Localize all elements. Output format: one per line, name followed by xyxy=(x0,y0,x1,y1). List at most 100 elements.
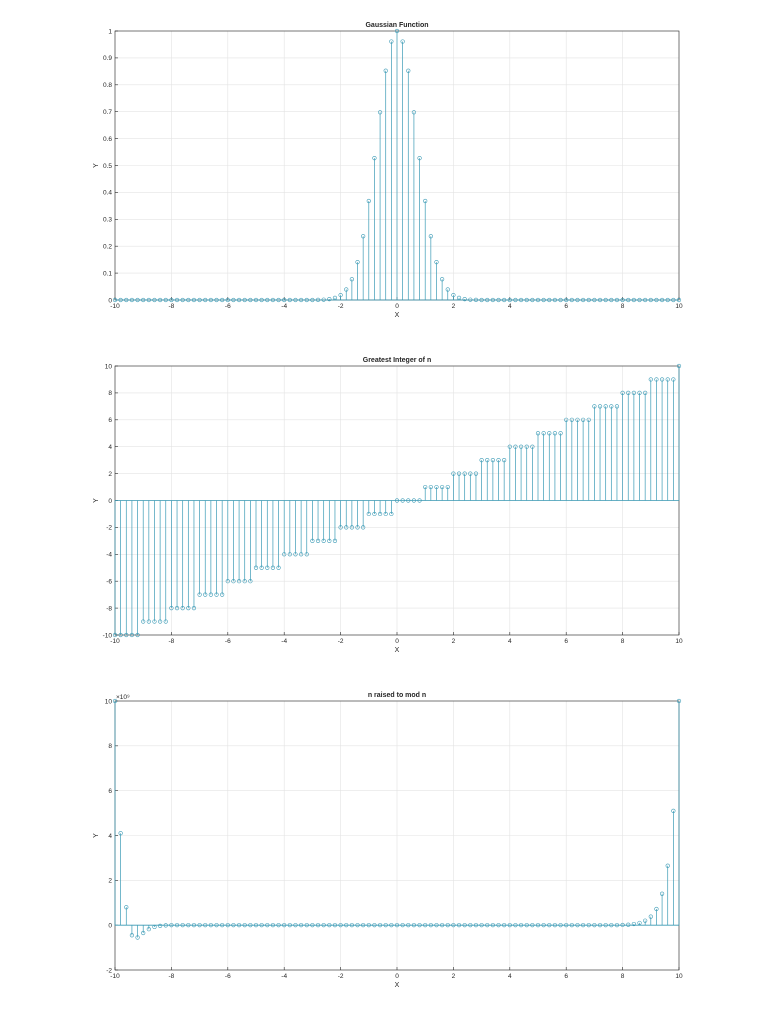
stem-marker xyxy=(564,297,569,303)
stem-marker xyxy=(654,297,659,303)
stem-marker xyxy=(338,292,343,298)
stem-marker xyxy=(513,444,518,449)
stem-marker xyxy=(552,431,558,436)
stem-marker xyxy=(665,377,670,382)
stem-marker xyxy=(473,471,479,476)
stem-marker xyxy=(169,923,174,928)
stem-marker xyxy=(349,923,354,928)
stem-marker xyxy=(411,923,417,928)
stem-marker xyxy=(270,565,276,570)
y-tick-label: -2 xyxy=(106,525,112,532)
stem-marker xyxy=(293,552,298,557)
x-tick-label: 10 xyxy=(675,303,683,310)
stem-marker xyxy=(564,417,569,422)
stem-marker xyxy=(270,923,276,928)
stem-marker xyxy=(654,906,659,912)
y-axis-label: Y xyxy=(93,498,100,503)
stem-marker xyxy=(631,921,636,927)
x-tick-label: 8 xyxy=(621,973,625,980)
stem-marker xyxy=(231,579,236,584)
stem-marker xyxy=(208,297,213,303)
stem-marker xyxy=(174,923,180,928)
stem-marker xyxy=(332,295,338,300)
stem-marker xyxy=(603,923,608,928)
stem-marker xyxy=(265,923,270,928)
stem-marker xyxy=(603,297,608,303)
y-tick-label: 0 xyxy=(108,922,112,929)
stem-marker xyxy=(485,458,490,463)
stem-marker xyxy=(597,404,603,409)
stem-marker xyxy=(361,923,366,928)
stem-marker xyxy=(197,297,202,303)
y-tick-label: 0.4 xyxy=(103,190,112,197)
stem-marker xyxy=(389,39,394,44)
stem-marker xyxy=(146,927,151,932)
x-tick-label: -8 xyxy=(169,638,175,645)
stem-marker xyxy=(479,297,484,303)
stem-marker xyxy=(659,891,665,896)
stem-marker xyxy=(191,606,197,611)
stem-marker xyxy=(214,297,219,303)
stem-marker xyxy=(377,923,383,928)
stem-marker xyxy=(141,619,146,624)
stem-marker xyxy=(592,297,597,303)
stem-marker xyxy=(400,923,405,928)
stem-marker xyxy=(535,431,541,436)
stem-marker xyxy=(225,297,230,303)
x-tick-label: 4 xyxy=(508,638,512,645)
stem-marker xyxy=(208,923,213,928)
stem-marker xyxy=(203,923,208,928)
stem-marker xyxy=(626,390,631,396)
grid xyxy=(114,700,680,971)
stem-marker xyxy=(191,297,197,303)
stem-marker xyxy=(434,923,439,928)
stem-marker xyxy=(377,511,383,517)
stem-marker xyxy=(665,297,670,303)
stem-marker xyxy=(643,297,648,303)
y-tick-label: 6 xyxy=(108,417,112,424)
x-tick-label: -2 xyxy=(338,303,344,310)
stem-marker xyxy=(614,923,620,928)
x-tick-label: 10 xyxy=(675,638,683,645)
stem-marker xyxy=(592,923,597,928)
stem-marker xyxy=(355,525,360,530)
stem-marker xyxy=(169,606,174,611)
stem-marker xyxy=(648,914,653,919)
stem-marker xyxy=(547,923,552,928)
stem-marker xyxy=(276,297,281,303)
stem-marker xyxy=(361,525,366,530)
stem-marker xyxy=(124,297,129,303)
y-tick-label: 0 xyxy=(108,297,112,304)
x-axis-label: X xyxy=(395,312,400,319)
stem-marker xyxy=(293,923,298,928)
stem-marker xyxy=(518,923,524,928)
stem-marker xyxy=(631,297,636,303)
stem-marker xyxy=(186,297,191,303)
stem-marker xyxy=(524,923,529,928)
stem-marker xyxy=(383,68,388,73)
stem-marker xyxy=(152,297,157,303)
y-tick-label: 0.5 xyxy=(103,163,112,170)
stem-marker xyxy=(558,431,563,436)
stem-marker xyxy=(158,297,163,303)
stem-marker xyxy=(513,923,518,928)
stem-series xyxy=(112,698,682,940)
stem-marker xyxy=(112,632,118,638)
stem-marker xyxy=(129,933,135,938)
y-tick-label: 0.8 xyxy=(103,82,112,89)
stem-marker xyxy=(496,458,501,463)
y-tick-label: 0.7 xyxy=(103,109,112,116)
stem-marker xyxy=(456,471,462,476)
stem-marker xyxy=(315,297,321,302)
stem-marker xyxy=(490,923,495,928)
stem-marker xyxy=(541,297,546,303)
stem-marker xyxy=(535,297,541,303)
stem-marker xyxy=(400,39,405,44)
stem-marker xyxy=(428,923,433,928)
stem-marker xyxy=(186,923,191,928)
stem-marker xyxy=(502,458,507,463)
x-tick-label: -6 xyxy=(225,303,231,310)
stem-marker xyxy=(428,234,433,239)
stem-marker xyxy=(287,297,292,303)
stem-marker xyxy=(282,552,287,557)
